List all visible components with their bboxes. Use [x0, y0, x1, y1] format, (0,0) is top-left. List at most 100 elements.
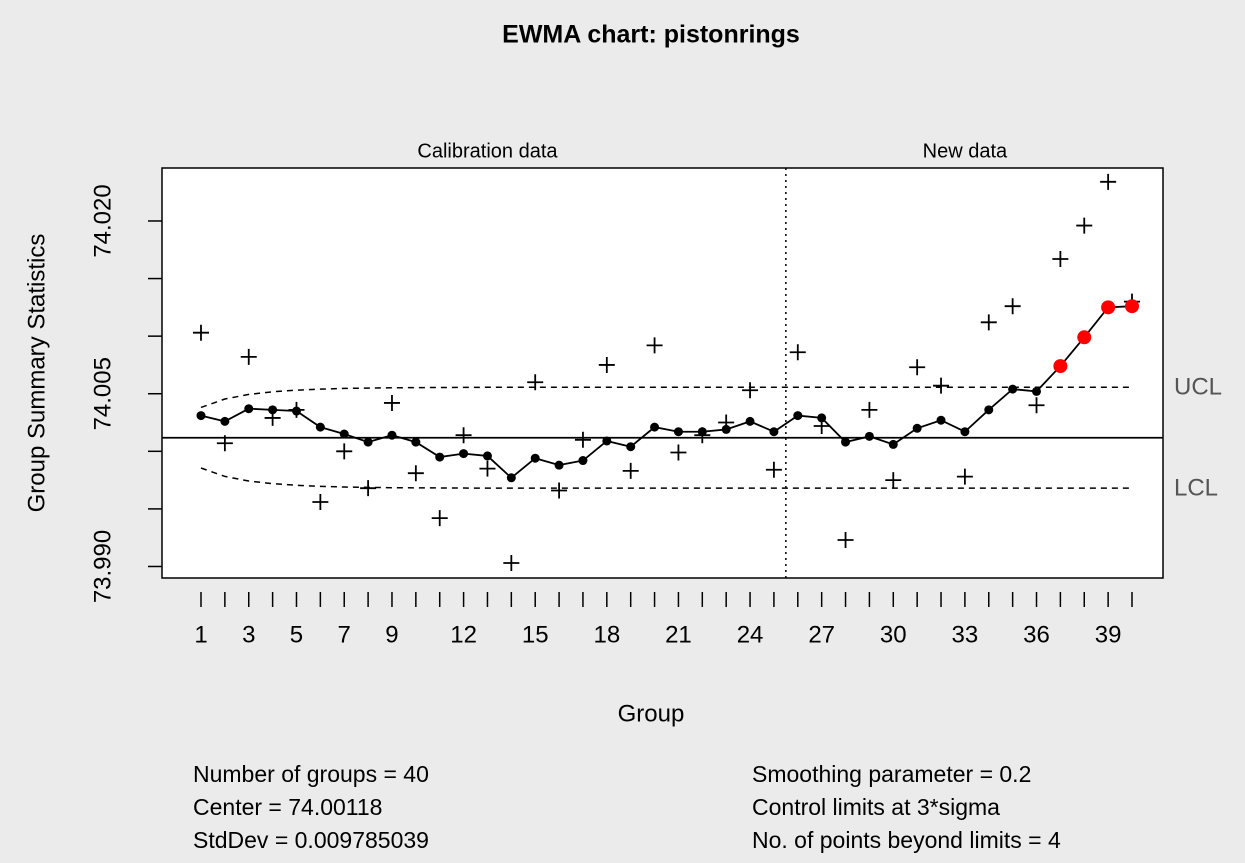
ewma-point: [578, 456, 588, 466]
statistic-point: [360, 480, 377, 497]
statistic-point: [1100, 173, 1117, 190]
statistic-point: [551, 482, 568, 499]
x-tick-label: 5: [290, 621, 303, 648]
phase-label: Calibration data: [417, 140, 558, 162]
statistic-point: [861, 401, 878, 418]
ewma-point: [960, 427, 970, 437]
x-tick-label: 1: [194, 621, 207, 648]
summary-text: Smoothing parameter = 0.2: [752, 761, 1031, 787]
ewma-point: [912, 423, 922, 433]
statistic-point: [909, 359, 926, 376]
ewma-point: [721, 424, 731, 434]
limit-label: LCL: [1174, 475, 1218, 502]
statistic-point: [455, 427, 472, 444]
ewma-point: [506, 473, 516, 483]
ewma-point: [697, 427, 707, 437]
limit-label: UCL: [1174, 374, 1222, 401]
ewma-point: [650, 422, 660, 432]
ewma-point: [482, 451, 492, 461]
x-tick-label: 3: [242, 621, 255, 648]
phase-label: New data: [923, 140, 1008, 162]
ewma-point: [244, 404, 254, 414]
ucl-line: [200, 386, 1132, 409]
statistic-point: [885, 472, 902, 489]
statistic-point: [216, 435, 233, 452]
summary-text: Control limits at 3*sigma: [752, 794, 1000, 820]
ewma-point: [936, 415, 946, 425]
x-tick-label: 36: [1023, 621, 1050, 648]
x-tick-label: 24: [737, 621, 764, 648]
ewma-point: [268, 405, 278, 415]
statistic-point: [431, 510, 448, 527]
ewma-point: [769, 427, 779, 437]
ewma-point: [745, 416, 755, 426]
x-axis-label: Group: [618, 700, 685, 727]
ewma-violation: [1053, 359, 1068, 374]
statistic-point: [980, 314, 997, 331]
statistic-point: [479, 460, 496, 477]
ewma-point: [387, 430, 397, 440]
y-tick-label: 74.005: [89, 357, 116, 430]
ewma-point: [864, 431, 874, 441]
summary-text: Center = 74.00118: [193, 794, 382, 820]
ewma-point: [315, 422, 325, 432]
ewma-violation: [1125, 299, 1139, 314]
statistic-point: [407, 465, 424, 482]
ewma-violation: [1077, 330, 1092, 345]
statistic-point: [383, 394, 400, 411]
statistic-point: [312, 493, 329, 510]
statistic-point: [789, 344, 806, 361]
x-tick-label: 9: [385, 621, 398, 648]
statistic-point: [956, 468, 973, 485]
ewma-line: [200, 305, 1133, 479]
summary-text: StdDev = 0.009785039: [193, 827, 429, 853]
y-tick-label: 73.990: [89, 530, 116, 603]
ewma-point: [1032, 386, 1042, 396]
ewma-point: [841, 437, 851, 447]
statistic-point: [503, 555, 520, 572]
statistic-point: [1004, 298, 1021, 315]
plot-area: [161, 167, 1164, 579]
chart-title: EWMA chart: pistonrings: [502, 21, 800, 49]
ewma-point: [817, 413, 827, 423]
statistic-point: [527, 374, 544, 391]
summary-text: Number of groups = 40: [193, 761, 429, 787]
statistic-point: [670, 444, 687, 461]
x-tick-label: 21: [665, 621, 692, 648]
statistic-point: [765, 461, 782, 478]
statistic-point: [622, 462, 639, 479]
statistic-point: [240, 348, 257, 365]
ewma-point: [602, 436, 612, 446]
statistic-point: [598, 356, 615, 373]
x-tick-label: 39: [1095, 621, 1122, 648]
x-tick-label: 18: [593, 621, 620, 648]
ewma-point: [530, 453, 540, 463]
x-tick-label: 33: [952, 621, 979, 648]
lcl-line: [200, 467, 1132, 489]
ewma-point: [888, 439, 898, 449]
ewma-point: [673, 427, 683, 437]
ewma-violation: [1101, 300, 1116, 315]
x-tick-label: 15: [522, 621, 549, 648]
ewma-point: [339, 429, 349, 439]
ewma-point: [220, 416, 230, 426]
statistic-point: [193, 324, 209, 341]
ewma-point: [411, 437, 421, 447]
statistic-point: [336, 443, 353, 460]
statistic-point: [1076, 217, 1093, 234]
statistic-point: [1028, 397, 1045, 414]
ewma-point: [291, 406, 301, 416]
ewma-point: [626, 442, 636, 452]
statistic-point: [933, 377, 950, 394]
ewma-point: [363, 437, 373, 447]
ewma-point: [793, 411, 803, 421]
x-tick-label: 30: [880, 621, 907, 648]
ewma-point: [196, 411, 206, 421]
y-tick-label: 74.020: [89, 184, 116, 257]
statistic-point: [742, 382, 759, 399]
x-tick-label: 27: [808, 621, 835, 648]
statistic-point: [646, 337, 663, 354]
x-tick-label: 12: [450, 621, 477, 648]
ewma-point: [984, 405, 994, 415]
